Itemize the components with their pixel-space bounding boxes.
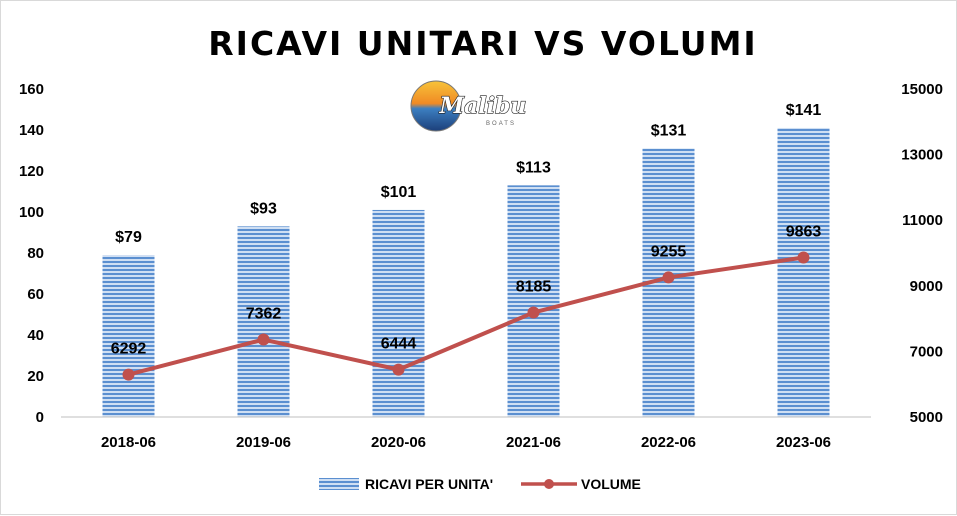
x-tick-label: 2023-06: [776, 434, 831, 451]
line-data-labels: 6292 7362 6444 8185 9255 9863: [111, 223, 822, 357]
x-tick-label: 2020-06: [371, 434, 426, 451]
bar-value-label: $141: [786, 102, 822, 119]
left-y-tick-label: 60: [27, 286, 44, 303]
left-y-tick-label: 0: [36, 409, 44, 426]
bar-value-label: $93: [250, 200, 277, 217]
legend: RICAVI PER UNITA' VOLUME: [319, 476, 641, 492]
left-y-tick-label: 160: [19, 81, 44, 98]
bar-value-label: $131: [651, 122, 687, 139]
legend-swatch-marker: [544, 479, 554, 489]
x-axis: 2018-06 2019-06 2020-06 2021-06 2022-06 2023-…: [101, 434, 831, 451]
logo-wordmark: Malibu: [439, 93, 527, 119]
volume-point: [527, 306, 540, 319]
volume-value-label: 9863: [786, 223, 822, 240]
bar: [777, 127, 830, 417]
bar: [507, 185, 560, 417]
legend-label-bar: RICAVI PER UNITA': [365, 476, 493, 492]
x-tick-label: 2022-06: [641, 434, 696, 451]
left-y-tick-label: 80: [27, 245, 44, 262]
bar: [102, 255, 155, 417]
volume-value-label: 8185: [516, 279, 552, 296]
x-tick-label: 2021-06: [506, 434, 561, 451]
left-y-axis: 0 20 40 60 80 100 120 140 160: [19, 81, 44, 426]
bar-value-label: $79: [115, 229, 142, 246]
logo-sun-emblem: [410, 80, 462, 132]
left-y-tick-label: 20: [27, 368, 44, 385]
bar-value-label: $113: [516, 159, 551, 176]
right-y-tick-label: 13000: [901, 147, 943, 164]
legend-label-line: VOLUME: [581, 476, 641, 492]
left-y-tick-label: 100: [19, 204, 44, 221]
right-y-tick-label: 7000: [910, 343, 943, 360]
volume-value-label: 7362: [246, 306, 282, 323]
x-tick-label: 2019-06: [236, 434, 291, 451]
volume-line: [127, 255, 804, 377]
volume-value-label: 9255: [651, 243, 687, 260]
right-y-tick-label: 15000: [901, 81, 943, 98]
logo-subtext: BOATS: [486, 121, 516, 127]
volume-value-label: 6444: [381, 336, 417, 353]
volume-point: [122, 368, 135, 381]
bar: [372, 209, 425, 417]
bar-data-labels: $79 $93 $101 $113 $131 $141: [115, 102, 821, 246]
right-y-tick-label: 11000: [902, 212, 943, 229]
volume-point: [797, 251, 810, 264]
chart-title: RICAVI UNITARI VS VOLUMI: [208, 24, 757, 63]
legend-swatch-bar: [319, 478, 359, 490]
brand-logo: Malibu BOATS: [410, 80, 527, 132]
bar: [237, 226, 290, 417]
right-y-tick-label: 5000: [910, 409, 943, 426]
volume-point: [257, 333, 270, 346]
right-y-axis: 5000 7000 9000 11000 13000 15000: [901, 81, 943, 426]
left-y-tick-label: 40: [27, 327, 44, 344]
right-y-tick-label: 9000: [910, 278, 943, 295]
line-series: [122, 251, 810, 381]
volume-point: [662, 271, 675, 284]
left-y-tick-label: 140: [19, 122, 44, 139]
volume-value-label: 6292: [111, 341, 147, 358]
bar-value-label: $101: [381, 184, 417, 201]
bar-series: [102, 127, 830, 417]
x-tick-label: 2018-06: [101, 434, 156, 451]
volume-point: [392, 363, 405, 376]
left-y-tick-label: 120: [19, 163, 44, 180]
